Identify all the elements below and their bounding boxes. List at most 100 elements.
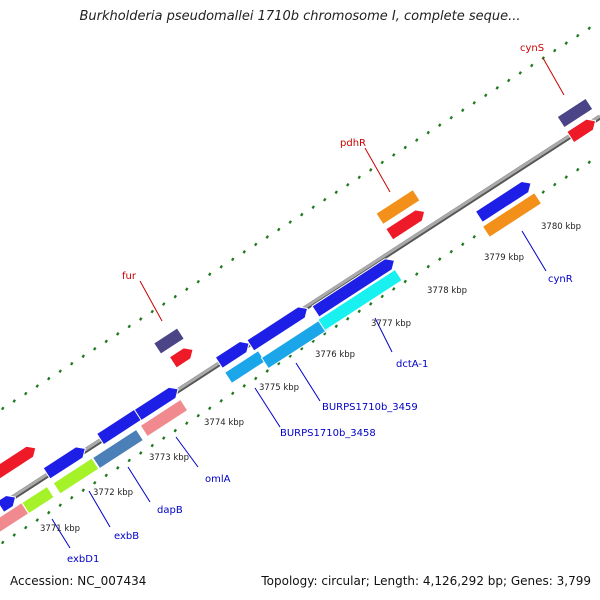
tick-mark [242,250,246,254]
tick-mark [196,413,200,418]
scale-label: 3772 kbp [93,488,133,498]
tick-mark [369,168,373,172]
tick-mark [472,234,476,239]
cynR-region-feature [481,191,543,239]
tick-mark [173,294,177,299]
tick-mark [346,182,350,187]
tick-mark [139,317,143,321]
tick-mark [58,503,62,508]
tick-mark [380,160,384,165]
leader-line [542,57,565,96]
tick-mark [380,294,384,299]
label-leader-lines [51,57,565,549]
gene-label-cynS: cynS [520,43,544,54]
scale-label: 3778 kbp [427,286,467,296]
tick-mark [93,346,97,351]
tick-mark [231,391,235,396]
tick-mark [208,406,212,411]
tick-mark [300,212,304,217]
tick-mark [518,71,522,75]
tick-mark [530,63,534,68]
tick-mark [461,108,465,113]
dapB-feature [91,428,145,470]
tick-mark [254,376,258,381]
tick-mark [219,398,223,403]
tick-mark [426,130,430,135]
tick-mark [208,272,212,277]
tick-mark [403,145,407,150]
tick-mark [495,86,499,90]
tick-mark [47,376,51,381]
burps3459-region-feature [260,316,332,370]
blue-feature [42,446,86,480]
burps3458-feature [246,306,309,352]
tick-mark [277,361,281,366]
blue-feature [0,494,17,514]
leader-line [139,280,163,322]
tick-mark [24,391,28,396]
tick-mark [369,302,373,306]
tick-mark [35,384,39,388]
tick-mark [81,488,85,493]
scale-labels: 3771 kbp 3772 kbp 3773 kbp 3774 kbp 3775 kbp… [40,222,581,534]
tick-mark [576,167,580,172]
tick-mark [415,138,419,142]
tick-mark [277,227,281,232]
gene-label-dapB: dapB [157,505,183,516]
leader-line [295,362,321,402]
tick-mark [288,354,292,358]
tick-mark [104,339,108,344]
gene-label-pdhR: pdhR [340,138,366,149]
leader-line [374,317,393,353]
tick-mark [541,190,545,194]
tick-mark [12,399,16,403]
tick-mark [70,495,74,500]
tick-mark [185,287,189,292]
tick-mark [357,309,361,314]
cynS-region-feature [566,118,597,144]
tick-mark [1,406,5,411]
tick-rows [1,26,591,545]
tick-mark [300,346,304,351]
leader-line [254,387,281,428]
upper-tick-row [1,26,591,411]
tick-mark [265,369,269,373]
gene-label-BURPS1710b_3458: BURPS1710b_3458 [280,428,376,439]
tick-mark [392,287,396,291]
tick-mark [185,421,189,426]
scale-label: 3771 kbp [40,524,80,534]
tick-mark [311,339,315,343]
tick-mark [242,384,246,388]
gene-label-dctA-1: dctA-1 [396,359,428,370]
fur-feature [153,327,185,355]
fur-region-feature [168,347,194,369]
tick-mark [35,518,39,522]
leader-line [88,490,111,528]
tick-mark [254,242,258,247]
tick-mark [334,190,338,195]
tick-mark [449,249,453,254]
tick-mark [196,279,200,284]
tick-mark [564,41,568,45]
tick-mark [162,436,166,440]
tick-mark [438,257,442,261]
tick-mark [219,264,223,269]
tick-mark [587,26,591,31]
exbB-feature-a [21,485,55,515]
red-feature [0,445,37,483]
blue-feature [214,341,250,369]
tick-mark [265,235,269,239]
leader-line [521,230,547,272]
tick-mark [311,205,315,209]
burps3459-feature [311,258,396,318]
tick-mark [127,458,131,463]
tick-mark [162,302,166,306]
tick-mark [334,324,338,329]
tick-mark [288,220,292,224]
gene-label-cynR: cynR [548,274,573,285]
tick-mark [449,115,453,120]
scale-label: 3774 kbp [204,418,244,428]
tick-mark [150,443,154,448]
leader-line [364,147,391,193]
